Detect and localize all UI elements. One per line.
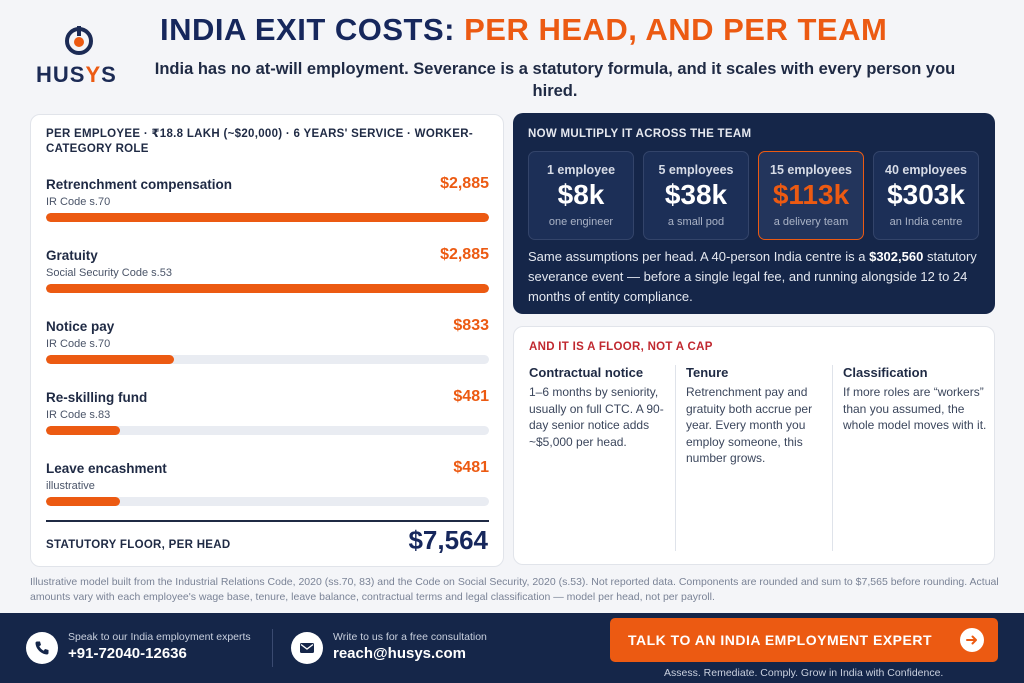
team-size-tile: 5 employees $38k a small pod [643, 151, 749, 240]
cost-row: Notice pay IR Code s.70 $833 [46, 317, 489, 379]
tile-amount: $303k [887, 179, 965, 210]
total-value: $7,564 [408, 525, 488, 555]
cost-bar-track [46, 284, 489, 293]
team-heading: NOW MULTIPLY IT ACROSS THE TEAM [528, 128, 752, 140]
tile-headcount: 1 employee [546, 163, 616, 177]
floor-column-title: Tenure [686, 365, 729, 380]
cost-bar-fill [46, 284, 489, 293]
tile-headcount: 15 employees [770, 163, 852, 177]
cost-row-value: $2,885 [440, 246, 489, 263]
floor-column: Tenure Retrenchment pay and gratuity bot… [686, 365, 831, 551]
cost-row-label: Re-skilling fund [46, 390, 148, 405]
team-size-tile: 40 employees $303k an India centre [873, 151, 979, 240]
cost-bar-fill [46, 497, 120, 506]
cost-bar-track [46, 497, 489, 506]
tile-description: an India centre [889, 216, 963, 228]
logo-mark-icon [65, 26, 93, 55]
total-label: STATUTORY FLOOR, PER HEAD [46, 539, 231, 551]
team-body-highlight: $302,560 [869, 249, 924, 264]
team-size-tile: 15 employees $113k a delivery team [758, 151, 864, 240]
tagline: Assess. Remediate. Comply. Grow in India… [664, 667, 944, 679]
cost-row-label: Leave encashment [46, 461, 167, 476]
cost-row-source: IR Code s.83 [46, 409, 111, 421]
email-address[interactable]: reach@husys.com [333, 645, 467, 662]
cost-row-label: Gratuity [46, 248, 98, 263]
cost-bar-track [46, 426, 489, 435]
floor-column: Classification If more roles are “worker… [843, 365, 988, 551]
tile-amount: $113k [772, 179, 850, 210]
page-title: INDIA EXIT COSTS: PER HEAD, AND PER TEAM [160, 12, 960, 48]
cost-row-value: $2,885 [440, 175, 489, 192]
cost-row: Re-skilling fund IR Code s.83 $481 [46, 388, 489, 450]
cost-row: Retrenchment compensation IR Code s.70 $2,… [46, 175, 489, 237]
tile-amount: $38k [664, 179, 728, 210]
team-size-tile: 1 employee $8k one engineer [528, 151, 634, 240]
per-employee-card: PER EMPLOYEE · ₹18.8 LAKH (~$20,000) · 6… [30, 114, 504, 567]
title-dark: INDIA EXIT COSTS: [160, 12, 465, 47]
phone-number[interactable]: +91-72040-12636 [68, 645, 187, 662]
page-subtitle: India has no at-will employment. Severan… [154, 60, 956, 100]
floor-column-body: 1–6 months by seniority, usually on full… [529, 385, 664, 449]
per-employee-heading: PER EMPLOYEE · ₹18.8 LAKH (~$20,000) · 6… [46, 128, 473, 155]
cost-row-value: $481 [453, 459, 489, 476]
phone-icon [26, 632, 58, 664]
cost-row-label: Notice pay [46, 319, 115, 334]
tile-amount: $8k [557, 179, 605, 210]
floor-column-body: Retrenchment pay and gratuity both accru… [686, 385, 813, 465]
mail-icon [291, 632, 323, 664]
cost-row: Leave encashment illustrative $481 [46, 459, 489, 521]
team-multiplier-card: NOW MULTIPLY IT ACROSS THE TEAM 1 employ… [513, 113, 995, 314]
title-accent: PER HEAD, AND PER TEAM [464, 12, 888, 47]
cta-label: TALK TO AN INDIA EMPLOYMENT EXPERT [628, 632, 933, 648]
tile-description: a delivery team [773, 216, 849, 228]
total-divider [46, 520, 489, 522]
footnote: Illustrative model built from the Indust… [30, 576, 999, 603]
cost-bar-fill [46, 426, 120, 435]
cost-bar-track [46, 355, 489, 364]
floor-column-title: Classification [843, 365, 928, 380]
floor-heading: AND IT IS A FLOOR, NOT A CAP [529, 341, 713, 353]
cost-bar-fill [46, 355, 174, 364]
cost-row-label: Retrenchment compensation [46, 177, 233, 192]
floor-column: Contractual notice 1–6 months by seniori… [529, 365, 674, 551]
footer-divider [272, 629, 273, 667]
cost-row: Gratuity Social Security Code s.53 $2,885 [46, 246, 489, 308]
cost-row-source: IR Code s.70 [46, 338, 111, 350]
email-caption: Write to us for a free consultation [333, 631, 487, 643]
husys-logo: HUSYS [30, 22, 130, 92]
column-divider [832, 365, 833, 551]
cost-row-source: IR Code s.70 [46, 196, 111, 208]
phone-caption: Speak to our India employment experts [68, 631, 251, 643]
cost-bar-fill [46, 213, 489, 222]
tile-headcount: 40 employees [885, 163, 967, 177]
floor-column-title: Contractual notice [529, 365, 644, 380]
arrow-right-icon [960, 628, 984, 652]
floor-not-cap-card: AND IT IS A FLOOR, NOT A CAP Contractual… [513, 326, 995, 565]
tile-description: a small pod [667, 216, 725, 228]
cost-row-value: $833 [453, 317, 489, 334]
team-body-text: Same assumptions per head. A 40-person I… [528, 249, 977, 304]
cost-row-value: $481 [453, 388, 489, 405]
talk-to-expert-button[interactable]: TALK TO AN INDIA EMPLOYMENT EXPERT [610, 618, 998, 662]
cost-row-source: illustrative [46, 480, 95, 492]
tile-description: one engineer [548, 216, 614, 228]
column-divider [675, 365, 676, 551]
footer-bar: Speak to our India employment experts +9… [0, 613, 1024, 683]
floor-column-body: If more roles are “workers” than you ass… [843, 385, 987, 432]
logo-wordmark: HUSYS [36, 62, 117, 87]
tile-headcount: 5 employees [658, 163, 734, 177]
cost-row-source: Social Security Code s.53 [46, 267, 172, 279]
cost-bar-track [46, 213, 489, 222]
